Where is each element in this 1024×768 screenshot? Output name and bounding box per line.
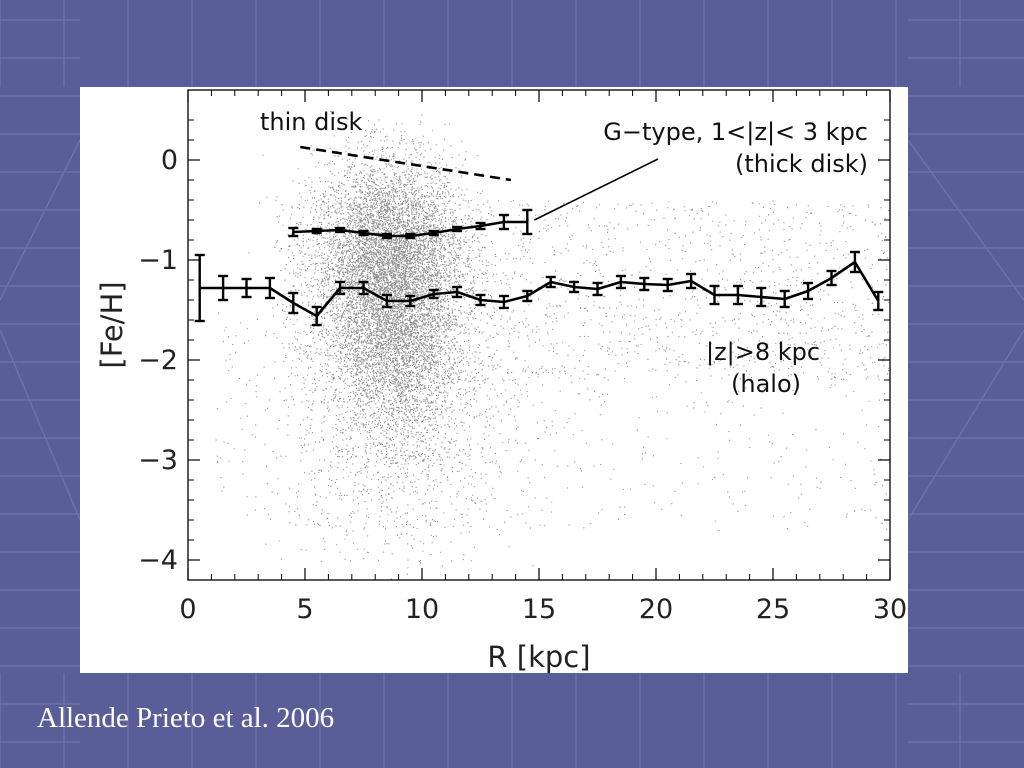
x-tick-label: 10: [405, 594, 439, 625]
series-line: [199, 260, 880, 318]
annotation-halo-z: |z|>8 kpc: [706, 338, 820, 366]
bg-line: [0, 329, 81, 521]
x-tick-label: 25: [756, 594, 790, 625]
x-tick-label: 15: [522, 594, 556, 625]
bg-line: [0, 139, 81, 301]
y-tick-label: −3: [138, 445, 178, 476]
annotation-thick-disk: (thick disk): [735, 150, 868, 178]
annotation-thin-disk: thin disk: [260, 108, 363, 136]
bg-line: [907, 329, 1024, 521]
y-tick-label: −2: [138, 345, 178, 376]
x-axis-label: R [kpc]: [487, 640, 590, 673]
chart: 0 5 10 15 20 25 30 0 −1 −2 −3 −4 R [kpc] [Fe/H] thin d…: [95, 89, 907, 673]
y-tick-label: −4: [138, 545, 178, 576]
citation-caption: Allende Prieto et al. 2006: [37, 702, 335, 734]
thin-disk-dashed-line: [300, 145, 512, 182]
annotation-g-type: G−type, 1<|z|< 3 kpc: [603, 118, 868, 146]
x-tick-label: 0: [179, 594, 196, 625]
annotation-halo: (halo): [731, 370, 801, 398]
x-tick-label: 20: [639, 594, 673, 625]
x-tick-label: 30: [873, 594, 907, 625]
y-tick-label: 0: [161, 145, 178, 176]
x-tick-label: 5: [296, 594, 313, 625]
figure-panel: 0 5 10 15 20 25 30 0 −1 −2 −3 −4 R [kpc] [Fe/H] thin d…: [80, 87, 908, 673]
annotation-pointer-line: [533, 158, 659, 221]
halo-series: [194, 250, 884, 327]
y-axis-label: [Fe/H]: [95, 281, 129, 368]
thick-disk-series: [288, 208, 533, 240]
bg-line: [907, 139, 1024, 301]
y-tick-label: −1: [138, 245, 178, 276]
